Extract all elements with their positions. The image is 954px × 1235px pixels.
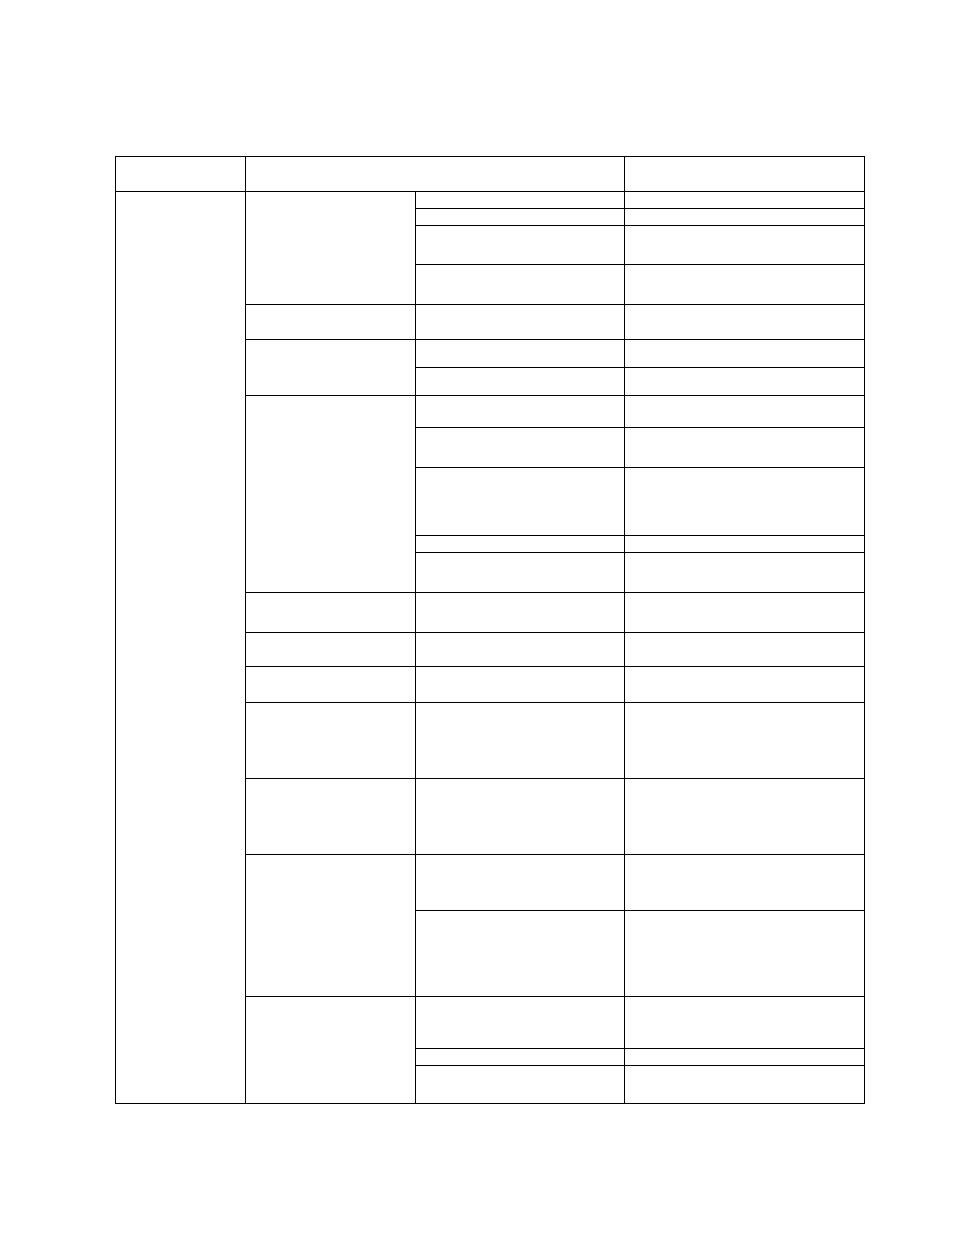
table-cell: [415, 428, 625, 468]
table-cell: [415, 633, 625, 667]
table-row: [116, 192, 865, 209]
group-cell: [245, 703, 415, 779]
row-label-cell: [116, 192, 246, 1104]
group-cell: [245, 997, 415, 1104]
table-cell: [415, 192, 625, 209]
table-cell: [415, 779, 625, 855]
table-cell: [415, 536, 625, 553]
table-cell: [415, 1066, 625, 1104]
group-cell: [245, 192, 415, 305]
table-cell: [625, 536, 865, 553]
table-cell: [625, 428, 865, 468]
table-cell: [415, 667, 625, 703]
table-cell: [625, 368, 865, 396]
group-cell: [245, 633, 415, 667]
table-cell: [415, 340, 625, 368]
table-cell: [625, 911, 865, 997]
table-cell: [415, 226, 625, 265]
header-row: [116, 157, 865, 192]
table-cell: [625, 396, 865, 428]
table-cell: [625, 192, 865, 209]
table-cell: [625, 265, 865, 305]
table-cell: [415, 368, 625, 396]
table-cell: [625, 633, 865, 667]
table-cell: [415, 305, 625, 340]
group-cell: [245, 779, 415, 855]
table-cell: [415, 1049, 625, 1066]
table-cell: [415, 855, 625, 911]
table-cell: [415, 997, 625, 1049]
table-cell: [415, 468, 625, 536]
table-cell: [625, 1066, 865, 1104]
table-cell: [625, 667, 865, 703]
table-cell: [625, 1049, 865, 1066]
table-cell: [625, 855, 865, 911]
table-cell: [625, 226, 865, 265]
group-cell: [245, 340, 415, 396]
document-table: [115, 156, 865, 1104]
group-cell: [245, 855, 415, 997]
table-cell: [625, 703, 865, 779]
table-cell: [415, 396, 625, 428]
table-cell: [625, 593, 865, 633]
header-cell: [116, 157, 246, 192]
table-cell: [625, 997, 865, 1049]
table-cell: [625, 468, 865, 536]
table-cell: [415, 911, 625, 997]
table-cell: [625, 209, 865, 226]
table-cell: [625, 553, 865, 593]
table-cell: [415, 703, 625, 779]
table-cell: [415, 209, 625, 226]
table-cell: [625, 305, 865, 340]
table-cell: [415, 265, 625, 305]
table-cell: [415, 553, 625, 593]
table-cell: [415, 593, 625, 633]
table-cell: [625, 340, 865, 368]
table-cell: [625, 779, 865, 855]
header-cell: [625, 157, 865, 192]
group-cell: [245, 396, 415, 593]
group-cell: [245, 305, 415, 340]
group-cell: [245, 667, 415, 703]
group-cell: [245, 593, 415, 633]
header-cell: [245, 157, 624, 192]
grid-table: [115, 156, 865, 1104]
